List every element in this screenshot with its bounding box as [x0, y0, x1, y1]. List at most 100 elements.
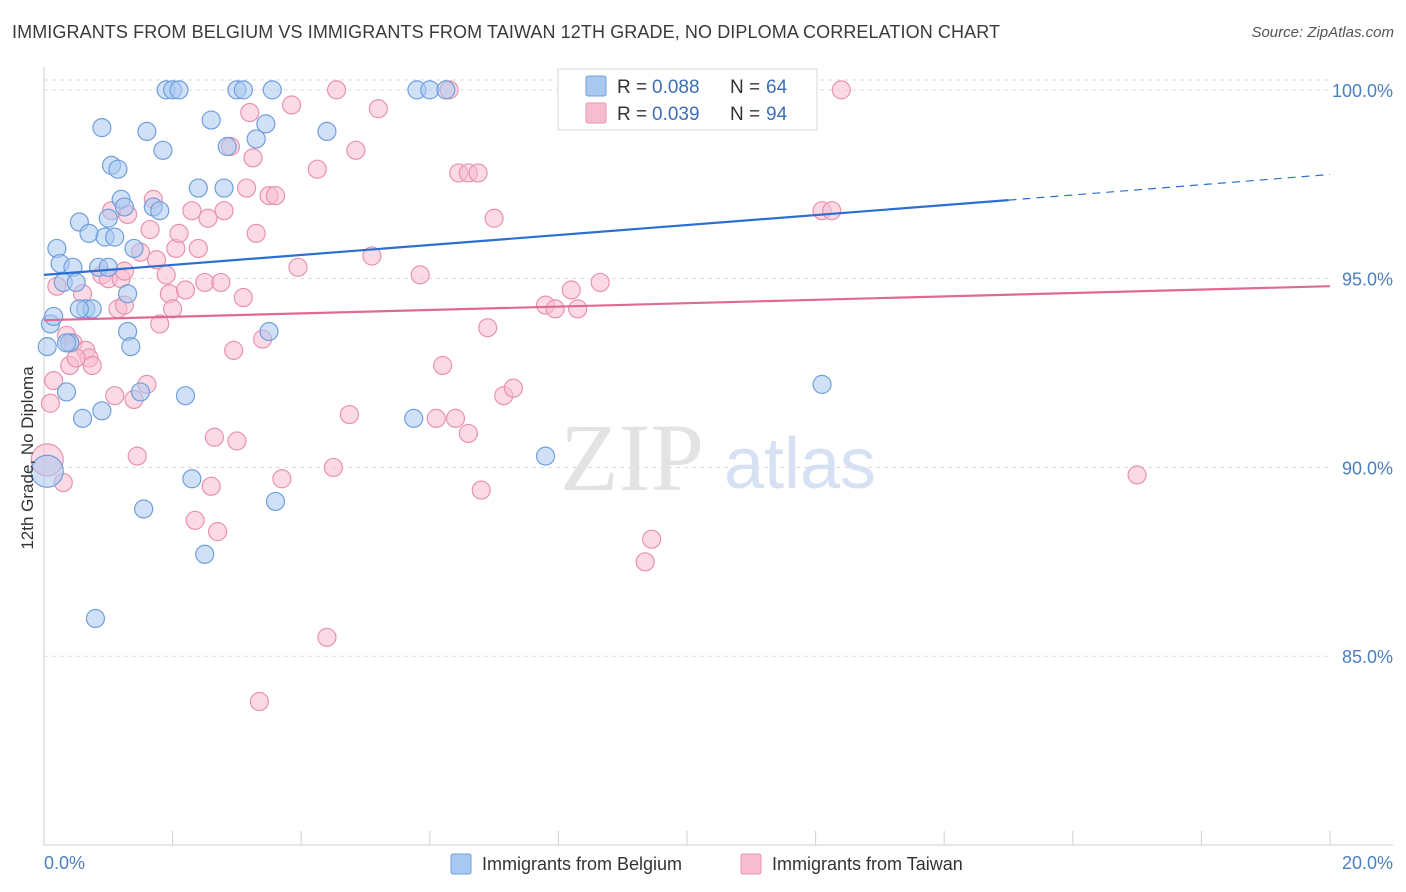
- data-point: [185, 510, 205, 530]
- data-point: [79, 223, 99, 243]
- data-point: [214, 178, 234, 198]
- data-point: [433, 355, 453, 376]
- data-point: [217, 136, 237, 157]
- data-point: [590, 272, 610, 293]
- data-point: [114, 197, 134, 217]
- legend-n-label-taiwan: N =: [730, 104, 760, 125]
- data-point: [150, 201, 170, 221]
- data-point: [121, 337, 141, 357]
- data-point: [307, 159, 327, 179]
- data-point: [458, 423, 478, 444]
- data-point: [468, 163, 488, 183]
- data-point: [163, 299, 183, 319]
- data-point: [410, 265, 430, 285]
- data-point: [66, 272, 86, 293]
- data-point: [445, 408, 466, 428]
- data-point: [85, 608, 106, 629]
- data-point: [246, 129, 266, 149]
- data-point: [137, 121, 157, 142]
- data-point: [198, 208, 218, 228]
- data-point: [317, 627, 337, 647]
- data-point: [134, 499, 154, 519]
- y-tick-labels: 85.0% 90.0% 95.0% 100.0%: [1332, 81, 1393, 667]
- data-point: [105, 386, 125, 406]
- trend-line-belgium: [43, 199, 1009, 276]
- data-point: [182, 469, 202, 489]
- data-point: [236, 178, 257, 198]
- data-point: [545, 299, 565, 319]
- data-point: [243, 148, 263, 168]
- chart-title: IMMIGRANTS FROM BELGIUM VS IMMIGRANTS FR…: [12, 22, 1001, 42]
- data-point: [812, 374, 832, 394]
- x-tick-label-min: 0.0%: [44, 853, 85, 873]
- y-tick-label: 95.0%: [1342, 270, 1393, 290]
- data-point: [1127, 465, 1147, 485]
- data-point: [130, 382, 151, 402]
- data-point: [214, 201, 234, 221]
- belgium-points: [30, 80, 832, 629]
- data-point: [156, 265, 176, 285]
- data-point: [259, 321, 279, 342]
- data-point: [169, 80, 189, 100]
- data-point: [240, 102, 260, 123]
- data-point: [420, 80, 440, 100]
- data-point: [108, 159, 128, 179]
- x-tick-label-max: 20.0%: [1342, 853, 1393, 873]
- data-point: [40, 393, 61, 413]
- taiwan-points: [30, 80, 1147, 712]
- data-point: [256, 114, 276, 134]
- legend-n-label-belgium: N =: [730, 77, 760, 98]
- data-point: [56, 382, 77, 402]
- data-point: [233, 287, 253, 308]
- data-point: [146, 250, 167, 270]
- data-point: [182, 201, 202, 221]
- data-point: [72, 408, 93, 428]
- source-credit: Source: ZipAtlas.com: [1251, 24, 1394, 41]
- data-point: [404, 408, 424, 428]
- data-point: [195, 272, 215, 293]
- data-point: [56, 333, 77, 353]
- data-point: [153, 140, 173, 160]
- data-point: [114, 261, 134, 281]
- data-point: [478, 318, 498, 338]
- data-point: [288, 257, 308, 277]
- data-point: [117, 284, 138, 304]
- data-point: [140, 219, 160, 240]
- series-legend-swatch-taiwan: [740, 853, 762, 875]
- series-legend-label-taiwan: Immigrants from Taiwan: [772, 854, 963, 874]
- data-point: [92, 118, 112, 138]
- data-point: [227, 431, 247, 451]
- watermark-zip: ZIP: [560, 404, 704, 511]
- data-point: [822, 201, 842, 221]
- y-tick-label: 100.0%: [1332, 81, 1393, 101]
- legend-r-value-belgium: 0.088: [652, 77, 700, 98]
- watermark-atlas: atlas: [724, 424, 876, 504]
- data-point: [436, 80, 456, 100]
- data-point: [69, 299, 89, 319]
- data-point: [195, 544, 215, 564]
- data-point: [37, 337, 57, 357]
- data-point: [265, 185, 286, 206]
- data-point: [175, 280, 196, 300]
- y-tick-label: 90.0%: [1342, 458, 1393, 478]
- data-point: [272, 469, 292, 489]
- data-point: [246, 223, 266, 243]
- data-point: [201, 476, 221, 496]
- data-point: [249, 691, 270, 712]
- data-point: [150, 314, 170, 334]
- data-point: [98, 257, 118, 277]
- series-legend-swatch-belgium: [450, 853, 472, 875]
- legend-r-value-taiwan: 0.039: [652, 104, 700, 125]
- series-legend-label-belgium: Immigrants from Belgium: [482, 854, 682, 874]
- data-point: [262, 80, 282, 100]
- grid-lines: [44, 79, 1330, 657]
- data-point: [188, 238, 208, 259]
- data-point: [265, 491, 286, 512]
- data-point: [82, 355, 102, 376]
- data-point: [175, 386, 196, 406]
- data-point: [317, 121, 337, 142]
- data-point: [44, 371, 64, 391]
- data-point: [169, 223, 189, 243]
- data-point: [44, 306, 64, 327]
- data-point: [642, 529, 662, 549]
